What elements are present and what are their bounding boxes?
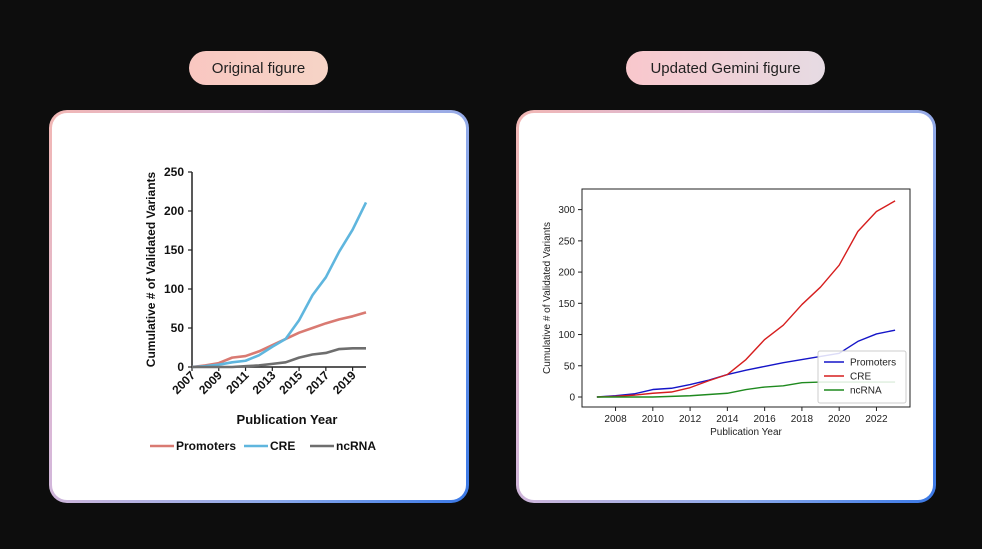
x-tick-label: 2018 <box>791 414 814 425</box>
x-tick-label: 2015 <box>276 368 305 397</box>
series-line-cre <box>596 200 896 398</box>
y-tick-label: 0 <box>177 360 184 374</box>
series-line-promoters <box>596 329 896 398</box>
original-figure-panel: 0 50 100 150 200 250 2007 2009 2011 2013 2015 2017 2… <box>49 110 469 503</box>
legend-label: CRE <box>270 439 295 453</box>
x-tick-label: 2014 <box>716 414 739 425</box>
y-tick-label: 150 <box>164 243 184 257</box>
y-tick-label: 200 <box>558 268 575 279</box>
original-figure-label: Original figure <box>189 51 328 85</box>
plot-frame <box>581 188 911 408</box>
x-tick-label: 2020 <box>828 414 851 425</box>
x-tick-label: 2012 <box>679 414 702 425</box>
series-line-ncrna <box>192 346 366 369</box>
legend-label: CRE <box>850 372 871 383</box>
updated-gemini-figure-label: Updated Gemini figure <box>626 51 825 85</box>
legend-label: ncRNA <box>336 439 376 453</box>
y-axis-label: Cumulative # of Validated Variants <box>542 222 553 374</box>
y-tick-label: 150 <box>558 299 575 310</box>
y-tick-label: 300 <box>558 205 575 216</box>
y-tick-label: 100 <box>164 282 184 296</box>
series-line-promoters <box>191 311 367 369</box>
legend-label: Promoters <box>176 439 236 453</box>
x-tick-label: 2010 <box>642 414 665 425</box>
y-tick-label: 50 <box>564 361 576 372</box>
x-axis-label: Publication Year <box>237 412 338 427</box>
y-tick-label: 250 <box>558 236 575 247</box>
y-axis-label: Cumulative # of Validated Variants <box>144 171 158 367</box>
x-tick-label: 2011 <box>223 368 252 397</box>
x-axis-label: Publication Year <box>710 427 782 438</box>
x-tick-label: 2022 <box>865 414 888 425</box>
y-tick-label: 200 <box>164 204 184 218</box>
legend-label: Promoters <box>850 358 896 369</box>
x-tick-label: 2017 <box>303 368 332 397</box>
x-tick-label: 2008 <box>604 414 627 425</box>
x-tick-label: 2019 <box>330 368 359 397</box>
updated-figure-panel: 0 50 100 150 200 250 300 2008 2010 2012 2014 2016 20… <box>516 110 936 503</box>
x-tick-label: 2009 <box>196 368 225 397</box>
series-line-cre <box>191 201 368 369</box>
updated-chart: 0 50 100 150 200 250 300 2008 2010 2012 2014 2016 20… <box>542 188 911 438</box>
y-tick-label: 100 <box>558 330 575 341</box>
legend-label: ncRNA <box>850 386 882 397</box>
y-tick-label: 50 <box>171 321 185 335</box>
x-tick-label: 2016 <box>754 414 777 425</box>
x-tick-label: 2013 <box>250 368 279 397</box>
original-chart: 0 50 100 150 200 250 2007200920112013201520172… <box>144 165 376 453</box>
y-tick-label: 250 <box>164 165 184 179</box>
x-tick-label: 2007 <box>169 368 198 397</box>
y-tick-label: 0 <box>569 393 575 404</box>
